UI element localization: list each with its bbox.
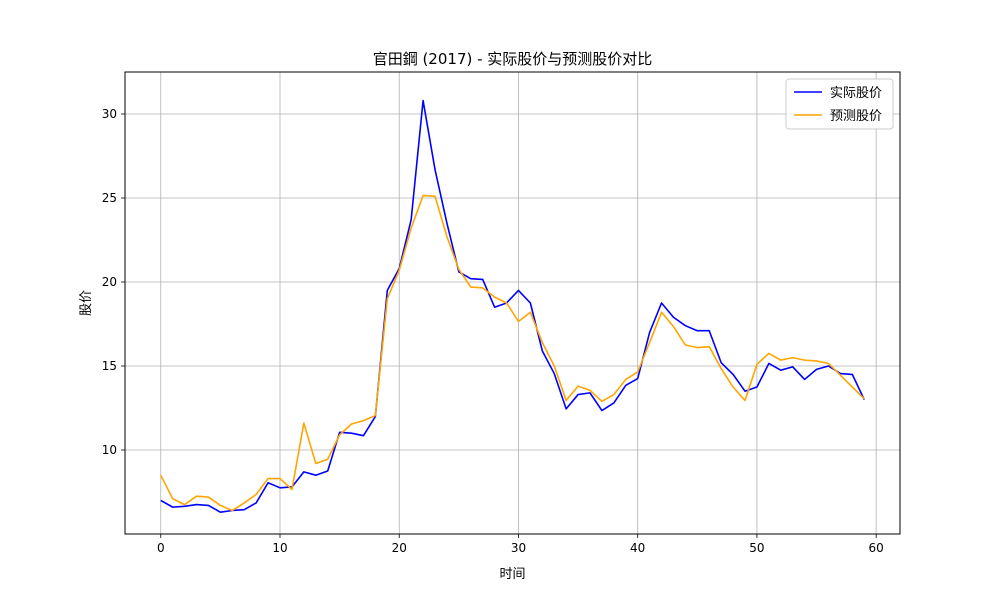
plot-area <box>125 72 900 534</box>
y-tick-label: 20 <box>102 275 117 289</box>
x-tick-label: 60 <box>869 541 884 555</box>
plot-frame <box>124 71 901 535</box>
axis-ticks: 0 10 20 30 40 50 60 10 15 20 25 30 <box>102 107 884 555</box>
x-tick-label: 30 <box>511 541 526 555</box>
series-line-predicted <box>160 194 865 512</box>
series-lines <box>160 99 865 513</box>
y-tick-label: 15 <box>102 359 117 373</box>
y-axis-title: 股价 <box>79 290 94 316</box>
series-line-actual <box>160 99 865 513</box>
x-tick-label: 20 <box>392 541 407 555</box>
x-tick-label: 40 <box>630 541 645 555</box>
y-tick-label: 30 <box>102 107 117 121</box>
legend-label-predicted: 预测股价 <box>830 109 882 124</box>
chart-title: 官田鋼 (2017) - 实际股价与预测股价对比 <box>373 50 653 68</box>
legend-label-actual: 实际股价 <box>830 86 882 101</box>
y-tick-label: 25 <box>102 191 117 205</box>
x-tick-label: 10 <box>272 541 287 555</box>
y-tick-label: 10 <box>102 443 117 457</box>
x-tick-label: 0 <box>157 541 165 555</box>
x-axis-title: 时间 <box>499 567 525 582</box>
legend: 实际股价 预测股价 <box>785 78 894 130</box>
x-tick-label: 50 <box>749 541 764 555</box>
grid-lines <box>125 72 900 534</box>
